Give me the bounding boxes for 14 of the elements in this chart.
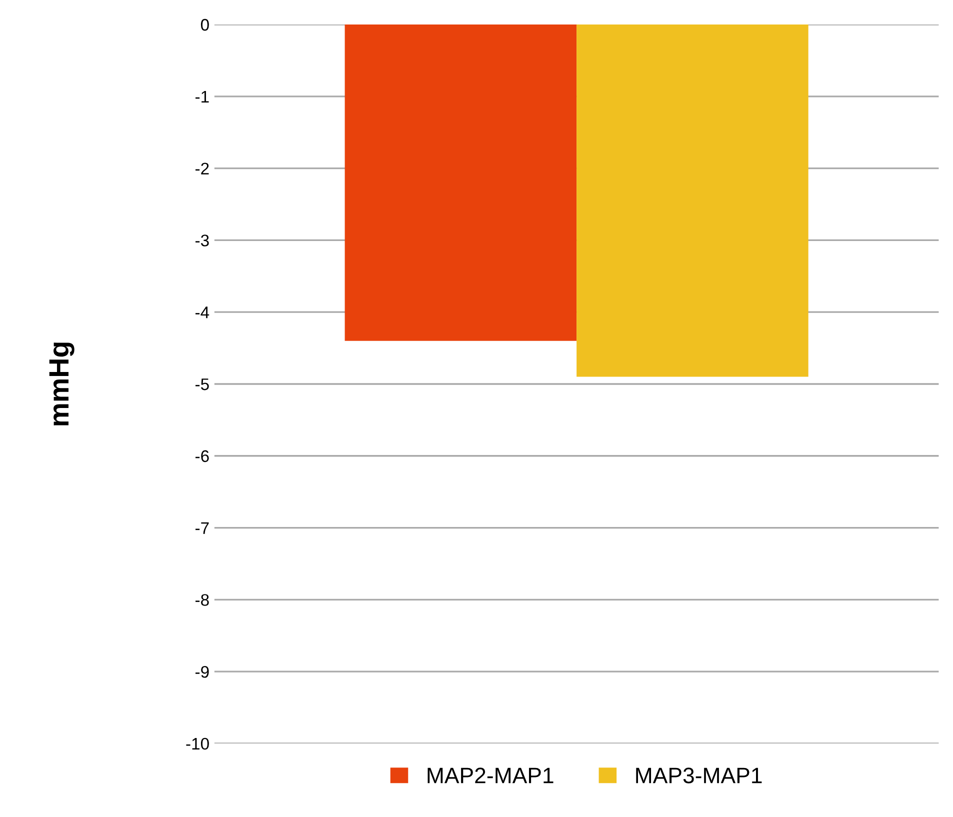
y-tick-label: -7 bbox=[195, 522, 209, 534]
y-tick-label: 0 bbox=[200, 18, 209, 31]
y-tick-label: -5 bbox=[195, 378, 209, 390]
y-tick-label: -9 bbox=[195, 666, 209, 678]
legend-label: MAP3-MAP1 bbox=[636, 768, 762, 784]
y-tick-label: -3 bbox=[195, 234, 209, 246]
legend-label: MAP2-MAP1 bbox=[428, 768, 554, 784]
y-tick-label: -6 bbox=[195, 450, 209, 462]
y-tick-label: -2 bbox=[195, 162, 209, 174]
y-tick-label: -1 bbox=[195, 90, 209, 102]
y-tick-label: -4 bbox=[195, 306, 210, 318]
y-tick-label: -10 bbox=[186, 738, 209, 750]
y-axis-title: mmHg bbox=[49, 342, 74, 426]
y-tick-label: -8 bbox=[195, 594, 209, 606]
